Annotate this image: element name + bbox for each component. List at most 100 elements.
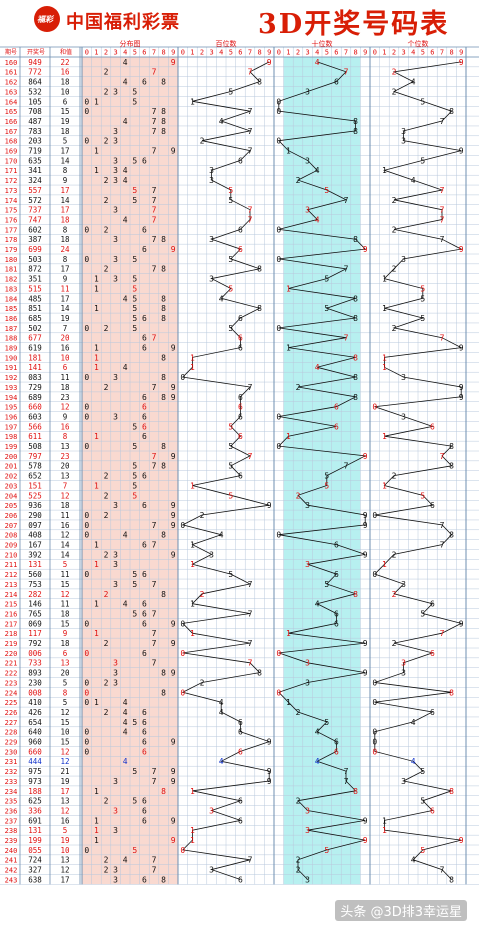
- row-number: 105: [28, 97, 42, 106]
- tens-trend-line: [277, 61, 367, 880]
- row-number: 203: [28, 137, 42, 146]
- distribution-mark: 5: [132, 196, 137, 205]
- row-number: 949: [28, 58, 42, 67]
- distribution-mark: 8: [161, 127, 166, 136]
- hundreds-mark: 7: [248, 452, 253, 461]
- row-number: 872: [28, 265, 42, 274]
- row-issue: 187: [5, 325, 18, 333]
- distribution-mark: 8: [161, 373, 166, 382]
- tens-mark: 5: [324, 304, 329, 313]
- hundreds-mark: 3: [209, 275, 214, 284]
- row-number: 141: [28, 363, 42, 372]
- units-mark: 3: [401, 412, 406, 421]
- row-issue: 235: [5, 798, 18, 806]
- distribution-mark: 6: [142, 422, 147, 431]
- distribution-mark: 7: [152, 541, 157, 550]
- distribution-mark: 5: [132, 422, 137, 431]
- row-sum: 13: [60, 797, 69, 806]
- row-issue: 181: [5, 266, 18, 274]
- tens-mark: 4: [315, 757, 320, 766]
- tens-mark: 9: [363, 511, 368, 520]
- hundreds-mark: 1: [190, 629, 195, 638]
- distribution-mark: 7: [152, 117, 157, 126]
- row-number: 566: [28, 422, 42, 431]
- row-issue: 169: [5, 148, 18, 156]
- row-sum: 5: [63, 826, 68, 835]
- units-mark: 5: [420, 767, 425, 776]
- units-mark: 3: [401, 580, 406, 589]
- digit-header-label: 5: [325, 49, 329, 57]
- distribution-mark: 4: [123, 117, 128, 126]
- distribution-mark: 4: [123, 757, 128, 766]
- hundreds-mark: 3: [209, 866, 214, 875]
- row-sum: 19: [60, 836, 69, 845]
- units-mark: 9: [459, 836, 464, 845]
- distribution-mark: 8: [161, 294, 166, 303]
- distribution-mark: 8: [161, 78, 166, 87]
- hundreds-mark: 9: [267, 767, 272, 776]
- distribution-mark: 7: [152, 767, 157, 776]
- distribution-mark: 3: [113, 255, 118, 264]
- row-number: 083: [28, 373, 42, 382]
- row-issue: 241: [5, 857, 18, 865]
- digit-header-label: 9: [459, 49, 463, 57]
- distribution-mark: 8: [161, 462, 166, 471]
- hundreds-mark: 1: [190, 541, 195, 550]
- row-sum: 16: [60, 344, 70, 353]
- hundreds-mark: 6: [238, 747, 243, 756]
- row-issue: 196: [5, 413, 18, 421]
- units-mark: 3: [401, 137, 406, 146]
- row-sum: 17: [60, 265, 69, 274]
- row-sum: 6: [63, 97, 68, 106]
- hundreds-mark: 4: [219, 531, 224, 540]
- hundreds-mark: 1: [190, 787, 195, 796]
- hundreds-mark: 1: [190, 560, 195, 569]
- distribution-mark: 9: [171, 511, 176, 520]
- distribution-mark: 0: [84, 137, 89, 146]
- row-sum: 10: [60, 728, 70, 737]
- tens-mark: 5: [324, 481, 329, 490]
- distribution-mark: 3: [113, 875, 118, 884]
- row-sum: 22: [60, 58, 69, 67]
- units-mark: 2: [392, 324, 397, 333]
- tens-mark: 3: [305, 875, 310, 884]
- row-issue: 204: [5, 492, 18, 500]
- row-sum: 20: [60, 669, 70, 678]
- hundreds-trend-line: [181, 61, 271, 880]
- tens-mark: 3: [305, 659, 310, 668]
- units-mark: 7: [440, 186, 445, 195]
- distribution-mark: 8: [161, 669, 166, 678]
- distribution-mark: 1: [94, 97, 99, 106]
- tens-mark: 9: [363, 639, 368, 648]
- row-number: 747: [28, 215, 42, 224]
- row-number: 765: [28, 609, 42, 618]
- row-issue: 226: [5, 709, 18, 717]
- distribution-mark: 7: [152, 147, 157, 156]
- row-issue: 172: [5, 177, 18, 185]
- row-issue: 161: [5, 69, 18, 77]
- distribution-mark: 4: [123, 363, 128, 372]
- units-mark: 9: [459, 344, 464, 353]
- tens-mark: 8: [353, 373, 358, 382]
- units-mark: 3: [401, 373, 406, 382]
- tens-mark: 0: [276, 255, 281, 264]
- distribution-mark: 8: [161, 235, 166, 244]
- row-issue: 165: [5, 108, 18, 116]
- distribution-mark: 5: [132, 797, 137, 806]
- row-sum: 6: [63, 363, 68, 372]
- row-sum: 18: [60, 127, 70, 136]
- tens-mark: 3: [305, 826, 310, 835]
- brand-name: 中国福利彩票: [66, 12, 180, 33]
- units-mark: 6: [430, 708, 435, 717]
- row-number: 660: [28, 747, 42, 756]
- distribution-mark: 5: [132, 472, 137, 481]
- row-issue: 164: [5, 98, 18, 106]
- row-number: 351: [28, 275, 42, 284]
- distribution-mark: 9: [171, 245, 176, 254]
- units-mark: 9: [459, 393, 464, 402]
- row-number: 783: [28, 127, 42, 136]
- row-sum: 17: [60, 875, 69, 884]
- row-sum: 9: [63, 412, 68, 421]
- distribution-mark: 7: [152, 215, 157, 224]
- distribution-mark: 6: [142, 245, 147, 254]
